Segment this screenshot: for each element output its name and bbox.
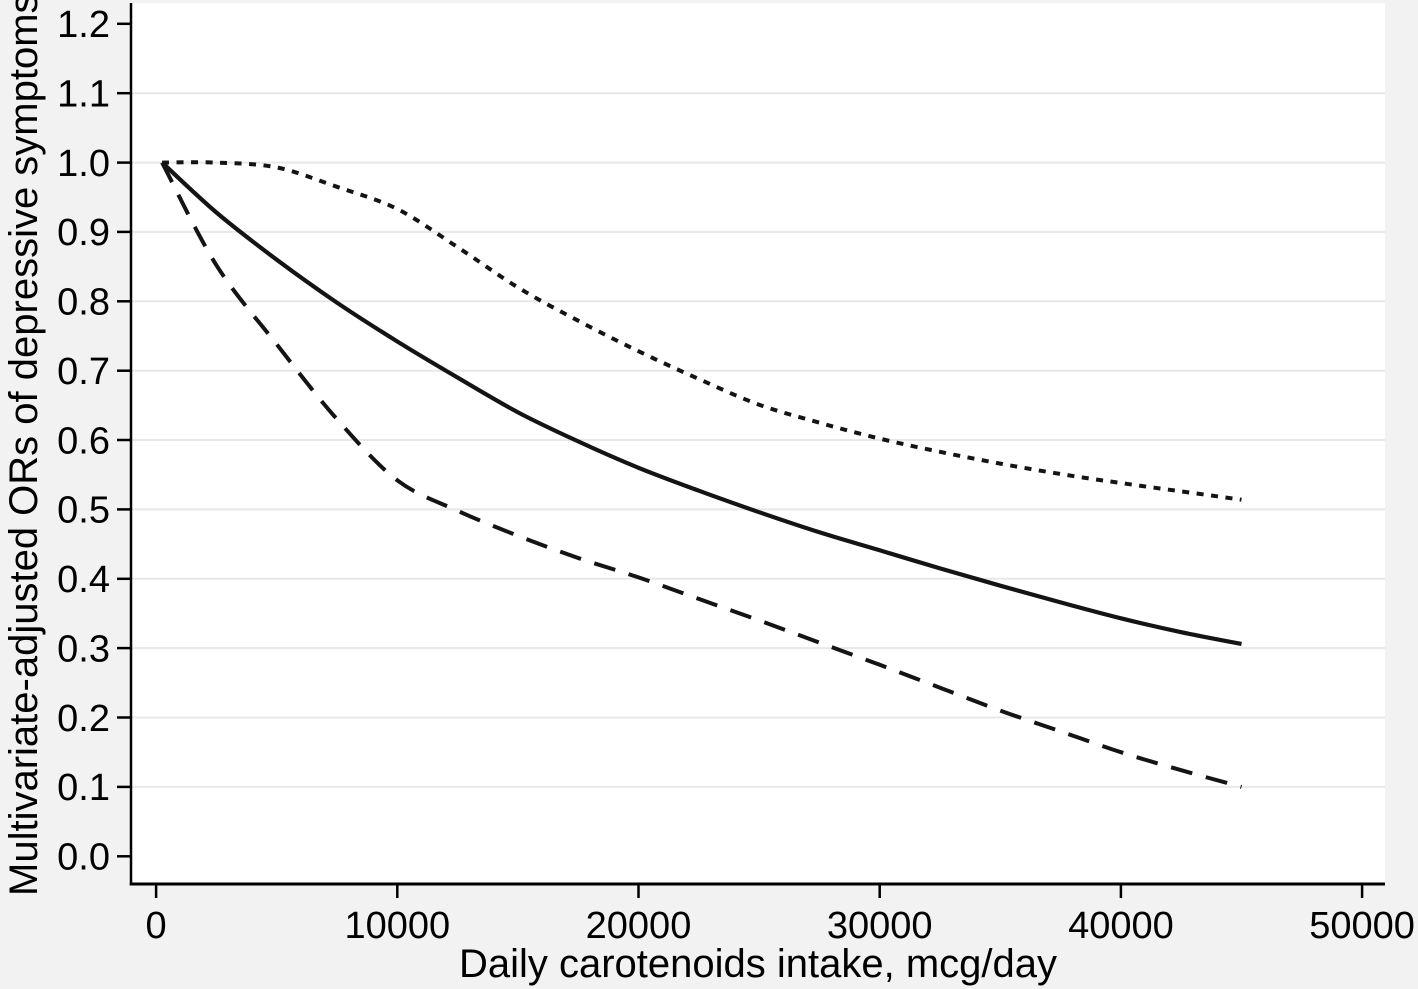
- series-line-dotted-upper-confidence-bound: [162, 160, 1242, 502]
- plot-background: [131, 3, 1385, 884]
- x-tick-label: 10000: [344, 905, 450, 947]
- y-tick-label: 0.9: [57, 212, 110, 254]
- y-tick-label: 0.8: [57, 282, 110, 324]
- y-tick-label: 0.6: [57, 420, 110, 462]
- y-axis-title: Multivariate-adjusted ORs of depressive …: [2, 0, 46, 896]
- y-tick-label: 0.2: [57, 698, 110, 740]
- x-tick-label: 50000: [1309, 905, 1415, 947]
- series-line-solid-odds-ratio-estimate: [160, 161, 1242, 647]
- y-tick-label: 0.0: [57, 837, 110, 879]
- y-tick-label: 0.5: [57, 490, 110, 532]
- y-tick-label: 0.4: [57, 559, 110, 601]
- x-tick-label: 20000: [586, 905, 692, 947]
- series-line-dashed-lower-confidence-bound: [160, 161, 1243, 789]
- y-tick-label: 0.7: [57, 351, 110, 393]
- x-tick-label: 0: [146, 905, 167, 947]
- y-tick-label: 1.0: [57, 143, 110, 185]
- y-tick-label: 1.1: [57, 74, 110, 116]
- y-tick-label: 0.3: [57, 628, 110, 670]
- x-tick-label: 40000: [1068, 905, 1174, 947]
- x-axis-title: Daily carotenoids intake, mcg/day: [458, 942, 1058, 986]
- y-tick-label: 0.1: [57, 767, 110, 809]
- x-tick-label: 30000: [827, 905, 933, 947]
- y-tick-label: 1.2: [57, 4, 110, 46]
